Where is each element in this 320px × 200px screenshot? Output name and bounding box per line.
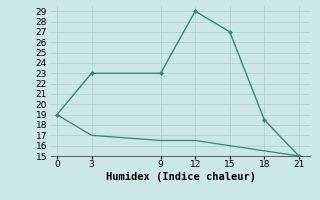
X-axis label: Humidex (Indice chaleur): Humidex (Indice chaleur) [106,172,256,182]
